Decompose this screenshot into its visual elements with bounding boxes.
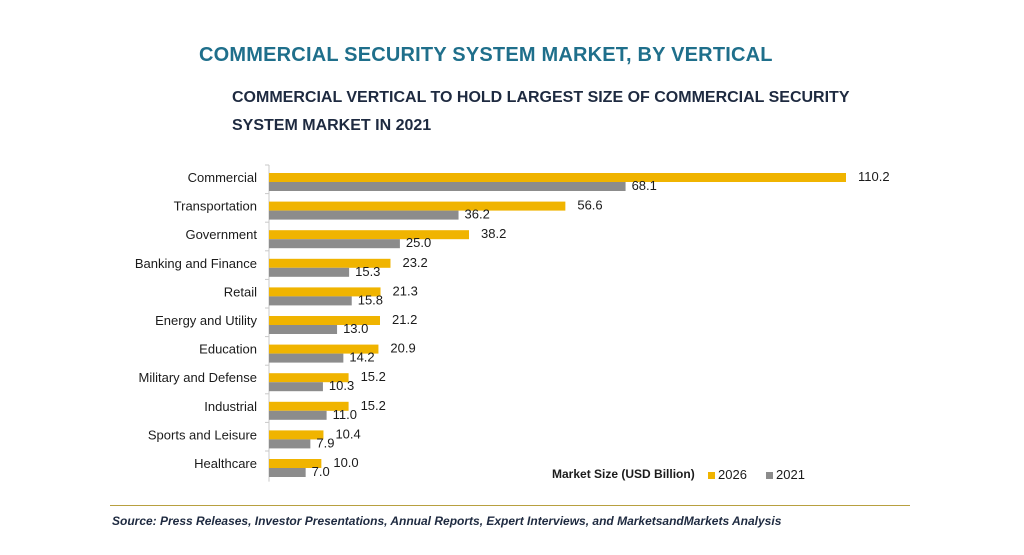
category-label: Energy and Utility bbox=[155, 313, 257, 328]
bar-2026 bbox=[269, 201, 566, 211]
category-label: Banking and Finance bbox=[135, 256, 257, 271]
value-label-2021: 11.0 bbox=[333, 407, 357, 422]
bar-2021 bbox=[269, 267, 350, 277]
value-label-2026: 15.2 bbox=[361, 398, 386, 413]
bar-2021 bbox=[269, 410, 327, 420]
bar-2026 bbox=[269, 230, 470, 240]
value-label-2021: 7.0 bbox=[312, 464, 330, 479]
bar-2021 bbox=[269, 325, 338, 334]
value-label-2021: 25.0 bbox=[406, 235, 431, 250]
bar-2021 bbox=[269, 382, 323, 392]
value-label-2026: 110.2 bbox=[858, 169, 890, 184]
category-label: Military and Defense bbox=[139, 370, 258, 385]
bar-2026 bbox=[269, 459, 322, 468]
value-label-2026: 10.4 bbox=[335, 426, 360, 441]
bar-2021 bbox=[269, 210, 459, 220]
value-label-2026: 38.2 bbox=[481, 226, 506, 241]
bar-2026 bbox=[269, 430, 324, 440]
value-label-2021: 68.1 bbox=[632, 178, 657, 193]
category-label: Retail bbox=[224, 284, 257, 299]
category-label: Government bbox=[185, 227, 257, 242]
category-label: Industrial bbox=[204, 399, 257, 414]
value-label-2021: 10.3 bbox=[329, 378, 354, 393]
bar-2021 bbox=[269, 468, 306, 477]
value-label-2026: 20.9 bbox=[390, 341, 415, 356]
bar-2021 bbox=[269, 439, 311, 449]
legend-swatch-2026 bbox=[708, 472, 715, 479]
value-label-2021: 13.0 bbox=[343, 321, 368, 336]
value-label-2021: 15.3 bbox=[355, 264, 380, 279]
bar-2021 bbox=[269, 182, 626, 191]
bar-2026 bbox=[269, 258, 391, 268]
bar-2021 bbox=[269, 296, 352, 306]
bar-chart: Commercial 110.2 68.1 Transportation 56.6 36.… bbox=[135, 164, 890, 482]
category-label: Transportation bbox=[174, 199, 257, 214]
chart-subtitle: COMMERCIAL VERTICAL TO HOLD LARGEST SIZE… bbox=[232, 89, 850, 134]
legend-title: Market Size (USD Billion) bbox=[552, 467, 695, 481]
value-label-2026: 21.2 bbox=[392, 312, 417, 327]
legend-label-2026: 2026 bbox=[718, 467, 747, 482]
bar-2021 bbox=[269, 239, 400, 249]
value-label-2021: 7.9 bbox=[316, 435, 334, 450]
bar-2021 bbox=[269, 353, 344, 363]
bar-2026 bbox=[269, 316, 381, 325]
bar-2026 bbox=[269, 173, 846, 182]
category-label: Education bbox=[199, 342, 257, 357]
chart-title: COMMERCIAL SECURITY SYSTEM MARKET, BY VE… bbox=[199, 44, 773, 66]
value-label-2021: 36.2 bbox=[465, 207, 490, 222]
legend-label-2021: 2021 bbox=[776, 467, 805, 482]
source-note: Source: Press Releases, Investor Present… bbox=[112, 514, 782, 528]
category-label: Commercial bbox=[188, 170, 257, 185]
value-label-2026: 10.0 bbox=[333, 455, 358, 470]
value-label-2026: 23.2 bbox=[402, 255, 427, 270]
value-label-2021: 15.8 bbox=[358, 292, 383, 307]
bar-2026 bbox=[269, 401, 349, 411]
value-label-2026: 56.6 bbox=[577, 198, 602, 213]
source-divider bbox=[110, 505, 910, 506]
legend-swatch-2021 bbox=[766, 472, 773, 479]
category-label: Healthcare bbox=[194, 456, 257, 471]
bar-2026 bbox=[269, 373, 349, 383]
bar-2026 bbox=[269, 287, 381, 297]
category-label: Sports and Leisure bbox=[148, 427, 257, 442]
value-label-2026: 21.3 bbox=[393, 283, 418, 298]
value-label-2021: 14.2 bbox=[349, 350, 374, 365]
value-label-2026: 15.2 bbox=[361, 369, 386, 384]
bar-2026 bbox=[269, 344, 379, 354]
